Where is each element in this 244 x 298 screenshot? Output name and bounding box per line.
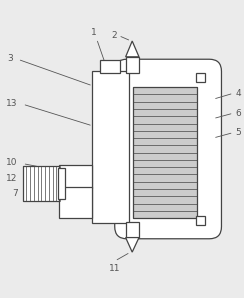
Text: 4: 4	[235, 89, 241, 98]
Bar	[133, 87, 197, 218]
Text: 11: 11	[109, 263, 121, 272]
Text: 12: 12	[6, 174, 18, 183]
Bar	[126, 57, 139, 73]
Polygon shape	[126, 41, 139, 57]
Text: 10: 10	[6, 158, 18, 167]
Bar	[59, 165, 92, 188]
Bar	[196, 73, 205, 82]
Text: 3: 3	[7, 54, 13, 63]
Bar	[196, 216, 205, 225]
FancyBboxPatch shape	[115, 59, 222, 239]
Bar	[126, 222, 139, 238]
Text: 7: 7	[12, 189, 18, 198]
Bar	[22, 166, 60, 201]
Bar	[92, 71, 129, 223]
Bar	[59, 187, 92, 218]
Bar	[100, 60, 120, 73]
Bar	[58, 168, 64, 199]
Text: 6: 6	[235, 108, 241, 118]
Text: 5: 5	[235, 128, 241, 137]
Text: 2: 2	[111, 31, 117, 40]
Polygon shape	[126, 238, 139, 252]
Text: 1: 1	[91, 28, 97, 37]
Text: 13: 13	[6, 99, 18, 108]
